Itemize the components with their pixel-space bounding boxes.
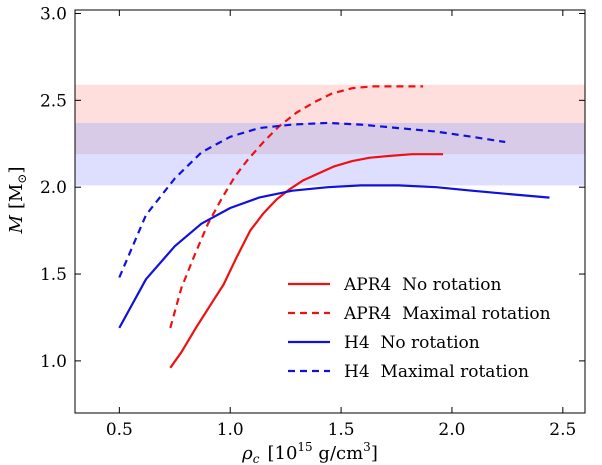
mass-band-2: [75, 154, 585, 186]
series-line-3: [118, 121, 506, 278]
y-tick-label-0: 1.0: [40, 352, 67, 372]
x-tick-label-2: 1.5: [328, 420, 355, 440]
series-line-2: [118, 184, 550, 329]
legend-label-3: H4 Maximal rotation: [344, 362, 529, 382]
x-axis-ticks: 0.5 1.0 1.5 2.0 2.5: [106, 10, 576, 440]
mass-band-0: [75, 84, 585, 123]
series-lines: [118, 85, 550, 369]
y-axis-ticks: 1.0 1.5 2.0 2.5 3.0: [40, 4, 585, 372]
x-tick-label-3: 2.0: [438, 420, 465, 440]
legend-label-2: H4 No rotation: [344, 333, 480, 353]
y-tick-label-3: 2.5: [40, 91, 67, 111]
mass-bands: [75, 84, 585, 186]
x-tick-label-1: 1.0: [217, 420, 244, 440]
series-line-0: [169, 153, 444, 369]
y-tick-label-1: 1.5: [40, 265, 67, 285]
y-axis-label: M[M⊙]: [6, 167, 29, 235]
x-tick-label-4: 2.5: [549, 420, 576, 440]
x-axis-label: ρc [1015 g/cm3]: [241, 440, 378, 465]
y-tick-label-4: 3.0: [40, 4, 67, 24]
x-tick-label-0: 0.5: [106, 420, 133, 440]
legend: APR4 No rotation APR4 Maximal rotation H4 …: [288, 275, 551, 382]
legend-label-1: APR4 Maximal rotation: [343, 304, 551, 324]
y-tick-label-2: 2.0: [40, 178, 67, 198]
mass-band-1: [75, 122, 585, 155]
legend-label-0: APR4 No rotation: [343, 275, 501, 295]
plot-frame: [74, 9, 586, 414]
